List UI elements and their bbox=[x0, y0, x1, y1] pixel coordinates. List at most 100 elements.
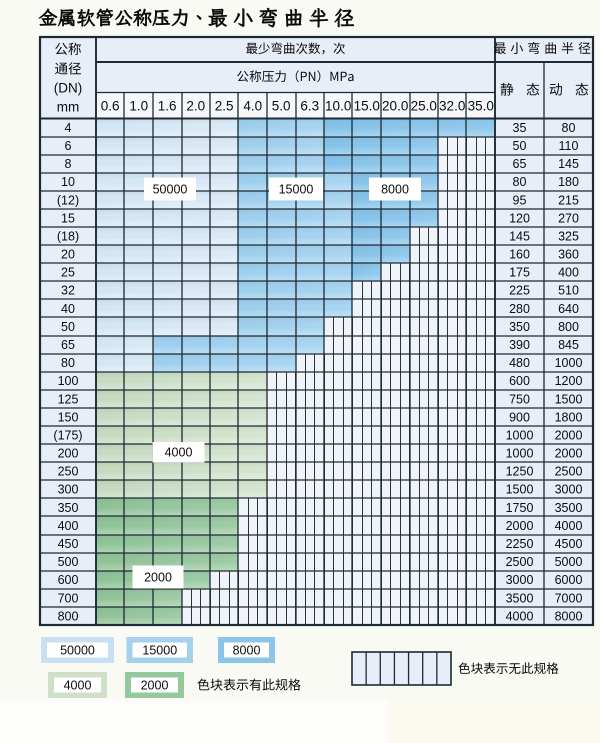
svg-text:145: 145 bbox=[558, 157, 579, 171]
svg-text:1.6: 1.6 bbox=[158, 98, 177, 113]
svg-text:3500: 3500 bbox=[555, 501, 583, 515]
svg-text:15: 15 bbox=[61, 211, 75, 225]
svg-text:3000: 3000 bbox=[506, 573, 534, 587]
svg-text:800: 800 bbox=[58, 609, 79, 623]
svg-text:2000: 2000 bbox=[555, 429, 583, 443]
svg-text:2250: 2250 bbox=[506, 537, 534, 551]
svg-text:1250: 1250 bbox=[506, 465, 534, 479]
svg-text:250: 250 bbox=[58, 465, 79, 479]
svg-text:50: 50 bbox=[513, 139, 527, 153]
svg-text:510: 510 bbox=[558, 284, 579, 298]
svg-text:40: 40 bbox=[61, 302, 75, 316]
svg-text:10: 10 bbox=[61, 175, 75, 189]
svg-text:845: 845 bbox=[558, 338, 579, 352]
svg-text:4.0: 4.0 bbox=[243, 98, 262, 113]
svg-text:2500: 2500 bbox=[555, 465, 583, 479]
svg-text:6: 6 bbox=[65, 139, 72, 153]
svg-text:50000: 50000 bbox=[153, 182, 188, 196]
svg-text:15000: 15000 bbox=[142, 643, 177, 657]
svg-text:15.0: 15.0 bbox=[354, 98, 380, 113]
svg-text:600: 600 bbox=[58, 573, 79, 587]
svg-text:215: 215 bbox=[558, 193, 579, 207]
svg-text:2000: 2000 bbox=[144, 570, 172, 584]
svg-text:280: 280 bbox=[509, 302, 530, 316]
svg-text:145: 145 bbox=[509, 230, 530, 244]
svg-text:(DN): (DN) bbox=[54, 81, 83, 96]
svg-text:4000: 4000 bbox=[64, 678, 92, 692]
svg-text:360: 360 bbox=[558, 248, 579, 262]
svg-text:350: 350 bbox=[509, 320, 530, 334]
svg-text:750: 750 bbox=[509, 392, 530, 406]
svg-text:120: 120 bbox=[509, 211, 530, 225]
svg-text:15000: 15000 bbox=[279, 182, 314, 196]
svg-text:95: 95 bbox=[513, 193, 527, 207]
svg-text:4000: 4000 bbox=[555, 519, 583, 533]
svg-text:300: 300 bbox=[58, 483, 79, 497]
svg-text:160: 160 bbox=[509, 248, 530, 262]
svg-text:1750: 1750 bbox=[506, 501, 534, 515]
svg-text:10.0: 10.0 bbox=[325, 98, 351, 113]
svg-text:150: 150 bbox=[58, 410, 79, 424]
svg-text:4000: 4000 bbox=[165, 446, 193, 460]
svg-text:2000: 2000 bbox=[141, 678, 169, 692]
svg-text:4000: 4000 bbox=[506, 609, 534, 623]
svg-text:200: 200 bbox=[58, 447, 79, 461]
svg-text:450: 450 bbox=[58, 537, 79, 551]
svg-text:50000: 50000 bbox=[60, 643, 95, 657]
svg-text:800: 800 bbox=[558, 320, 579, 334]
svg-text:100: 100 bbox=[58, 374, 79, 388]
svg-text:1800: 1800 bbox=[555, 410, 583, 424]
svg-text:2500: 2500 bbox=[506, 555, 534, 569]
svg-text:180: 180 bbox=[558, 175, 579, 189]
svg-text:80: 80 bbox=[513, 175, 527, 189]
svg-text:500: 500 bbox=[58, 555, 79, 569]
svg-text:5000: 5000 bbox=[555, 555, 583, 569]
svg-text:mm: mm bbox=[57, 100, 80, 115]
svg-text:8000: 8000 bbox=[555, 609, 583, 623]
svg-text:1200: 1200 bbox=[555, 374, 583, 388]
svg-text:2000: 2000 bbox=[555, 447, 583, 461]
svg-text:700: 700 bbox=[58, 591, 79, 605]
svg-text:1500: 1500 bbox=[555, 392, 583, 406]
svg-text:4: 4 bbox=[65, 121, 72, 135]
svg-text:5.0: 5.0 bbox=[272, 98, 291, 113]
svg-text:80: 80 bbox=[61, 356, 75, 370]
svg-text:6000: 6000 bbox=[555, 573, 583, 587]
svg-text:(175): (175) bbox=[53, 429, 82, 443]
svg-text:3000: 3000 bbox=[555, 483, 583, 497]
svg-text:2.5: 2.5 bbox=[215, 98, 234, 113]
svg-text:65: 65 bbox=[513, 157, 527, 171]
svg-text:4500: 4500 bbox=[555, 537, 583, 551]
svg-text:900: 900 bbox=[509, 410, 530, 424]
svg-text:25: 25 bbox=[61, 266, 75, 280]
svg-text:600: 600 bbox=[509, 374, 530, 388]
svg-text:480: 480 bbox=[509, 356, 530, 370]
svg-text:270: 270 bbox=[558, 211, 579, 225]
svg-text:7000: 7000 bbox=[555, 591, 583, 605]
svg-text:(12): (12) bbox=[57, 193, 79, 207]
svg-text:350: 350 bbox=[58, 501, 79, 515]
svg-text:8000: 8000 bbox=[233, 643, 261, 657]
svg-text:1000: 1000 bbox=[506, 447, 534, 461]
svg-text:1000: 1000 bbox=[506, 429, 534, 443]
svg-text:80: 80 bbox=[562, 121, 576, 135]
svg-text:390: 390 bbox=[509, 338, 530, 352]
svg-text:20.0: 20.0 bbox=[382, 98, 408, 113]
svg-text:0.6: 0.6 bbox=[101, 98, 120, 113]
svg-text:20: 20 bbox=[61, 248, 75, 262]
svg-text:175: 175 bbox=[509, 266, 530, 280]
svg-text:8: 8 bbox=[65, 157, 72, 171]
svg-text:400: 400 bbox=[558, 266, 579, 280]
svg-text:35: 35 bbox=[513, 121, 527, 135]
svg-text:35.0: 35.0 bbox=[468, 98, 494, 113]
svg-text:6.3: 6.3 bbox=[300, 98, 319, 113]
svg-text:25.0: 25.0 bbox=[411, 98, 437, 113]
svg-text:(18): (18) bbox=[57, 230, 79, 244]
svg-text:3500: 3500 bbox=[506, 591, 534, 605]
svg-text:400: 400 bbox=[58, 519, 79, 533]
svg-text:640: 640 bbox=[558, 302, 579, 316]
svg-text:65: 65 bbox=[61, 338, 75, 352]
svg-text:8000: 8000 bbox=[381, 182, 409, 196]
svg-text:1000: 1000 bbox=[555, 356, 583, 370]
svg-text:32.0: 32.0 bbox=[439, 98, 465, 113]
